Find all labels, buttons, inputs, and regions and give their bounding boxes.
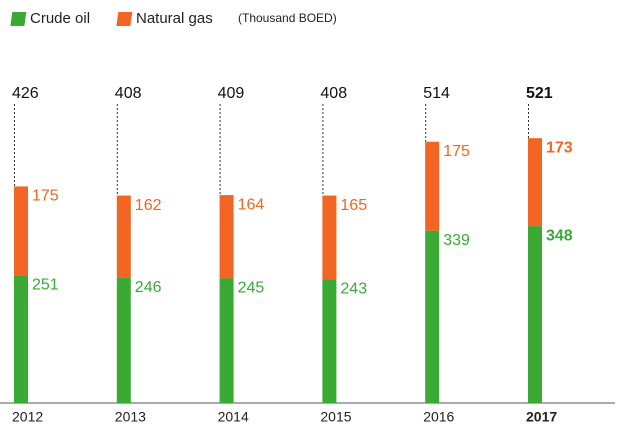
bar-segment — [528, 226, 542, 403]
value-label: 164 — [238, 196, 265, 213]
x-tick-label: 2013 — [115, 409, 146, 425]
total-label: 409 — [218, 85, 245, 102]
bar-segment — [425, 141, 440, 231]
value-label: 175 — [32, 188, 59, 205]
legend-label: Natural gas — [136, 10, 213, 27]
value-label: 175 — [443, 143, 470, 160]
bar-segment — [219, 278, 234, 403]
value-label: 245 — [238, 280, 265, 297]
legend-label: Crude oil — [30, 10, 90, 27]
total-label: 408 — [320, 85, 347, 102]
value-label: 162 — [135, 197, 162, 214]
value-label: 243 — [340, 281, 367, 298]
value-label: 348 — [546, 227, 573, 244]
total-label: 408 — [115, 85, 142, 102]
x-tick-label: 2017 — [526, 409, 557, 425]
value-label: 251 — [32, 277, 59, 294]
total-label: 521 — [526, 85, 553, 102]
x-tick-label: 2012 — [12, 409, 43, 425]
value-label: 173 — [546, 139, 573, 156]
bar-segment — [528, 138, 542, 227]
bar-segment — [116, 277, 131, 403]
chart-subtitle: (Thousand BOED) — [238, 11, 337, 25]
legend-swatch — [116, 12, 133, 26]
bar-segment — [116, 195, 131, 278]
value-label: 246 — [135, 279, 162, 296]
x-tick-label: 2015 — [320, 409, 351, 425]
bar-segment — [425, 230, 440, 403]
bar-segment — [322, 195, 337, 280]
total-label: 426 — [12, 85, 39, 102]
bar-segment — [14, 186, 28, 276]
legend-swatch — [10, 12, 27, 26]
bar-segment — [14, 275, 28, 403]
x-tick-label: 2016 — [423, 409, 454, 425]
value-label: 165 — [340, 197, 367, 214]
value-label: 339 — [443, 232, 470, 249]
bar-segment — [322, 279, 337, 403]
x-tick-label: 2014 — [218, 409, 249, 425]
bar-segment — [219, 195, 234, 279]
total-label: 514 — [423, 85, 450, 102]
